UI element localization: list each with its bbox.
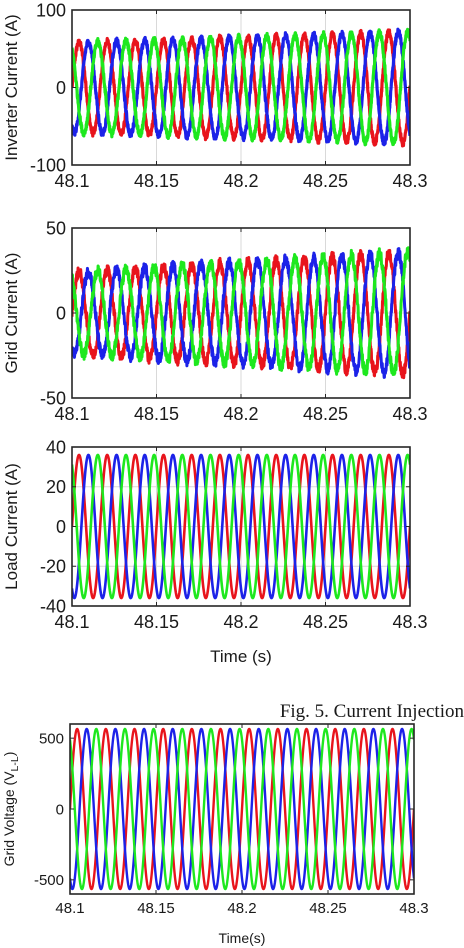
series-line-3 [70,727,414,891]
y-tick-label: -100 [30,155,66,175]
y-tick-label: -20 [40,557,66,577]
y-tick-label: -500 [34,872,64,889]
x-tick-label: 48.3 [399,900,428,917]
x-tick-label: 48.1 [54,612,89,632]
series-line-1 [72,28,410,148]
x-tick-label: 48.25 [303,612,348,632]
chart-panel-1: 48.1 48.15 48.2 48.25 48.3 100 0 -100 Inverter C… [2,0,428,191]
figure-caption: Fig. 5. Current Injection [280,701,464,722]
y-axis-label: Grid Current (A) [2,253,21,374]
series-line-2 [70,727,414,891]
y-axis-label-text: Inverter Current (A) [2,14,21,160]
x-tick-label: 48.25 [303,171,348,191]
series-group [72,27,410,148]
x-tick-label: 48.15 [137,900,175,917]
x-tick-label: 48.15 [134,171,179,191]
y-axis-label-close: ) [1,752,17,757]
y-tick-label: -50 [40,388,66,408]
y-tick-label: 0 [56,78,66,98]
x-tick-label: 48.1 [55,900,84,917]
x-tick-label: 48.15 [134,404,179,424]
x-tick-label: 48.15 [134,612,179,632]
series-group [70,727,414,891]
y-axis-label-text: Grid Voltage (V [1,771,17,867]
series-line-2 [72,247,410,379]
chart-panel-4: 48.1 48.15 48.2 48.25 48.3 500 0 -500 Grid Volta… [1,723,429,946]
x-axis-label: Time (s) [210,647,272,666]
y-axis-label-text: Grid Current (A) [2,253,21,374]
y-axis-label-subscript: L-L [9,756,21,771]
chart-panel-2: 48.1 48.15 48.2 48.25 48.3 50 0 -50 Grid Current… [2,218,428,424]
y-tick-label: 0 [56,517,66,537]
x-tick-label: 48.3 [392,612,427,632]
y-tick-label: 100 [36,0,66,20]
series-line-1 [70,727,414,891]
y-tick-label: 20 [46,477,66,497]
y-tick-label: 40 [46,437,66,457]
y-tick-label: 500 [39,731,64,748]
y-axis-label: Load Current (A) [2,463,21,590]
x-tick-label: 48.2 [223,171,258,191]
series-line-3 [72,246,410,377]
x-tick-label: 48.2 [223,612,258,632]
y-axis-label: Grid Voltage (VL-L) [1,752,21,867]
y-tick-label: 0 [56,801,64,818]
x-tick-label: 48.2 [227,900,256,917]
x-tick-label: 48.1 [54,171,89,191]
x-tick-label: 48.3 [392,404,427,424]
x-tick-label: 48.2 [223,404,258,424]
x-tick-label: 48.25 [309,900,347,917]
y-axis-label-text: Load Current (A) [2,463,21,590]
series-line-2 [72,27,410,147]
series-line-3 [72,27,410,147]
chart-panel-3: 48.1 48.15 48.2 48.25 48.3 40 20 0 -20 -40 Load Cu… [2,437,428,666]
y-tick-label: -40 [40,596,66,616]
x-axis-label: Time(s) [219,930,266,946]
y-tick-label: 50 [46,218,66,238]
series-line-1 [72,453,410,600]
y-tick-label: 0 [56,303,66,323]
x-tick-label: 48.3 [392,171,427,191]
series-group [72,246,410,380]
x-tick-label: 48.1 [54,404,89,424]
series-line-2 [72,453,410,600]
series-group [72,453,410,600]
series-line-3 [72,453,410,600]
x-tick-label: 48.25 [303,404,348,424]
y-axis-label: Inverter Current (A) [2,14,21,160]
series-line-1 [72,248,410,380]
